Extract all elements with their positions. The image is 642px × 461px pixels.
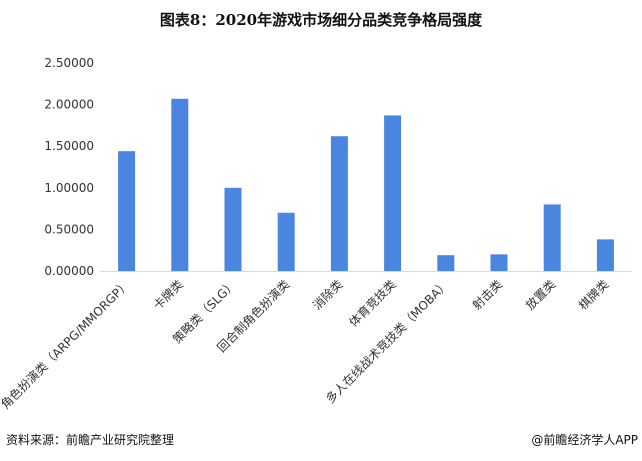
x-tick-label: 卡牌类 [151,277,186,312]
y-tick-label: 1.50000 [44,139,94,153]
x-tick-label: 放置类 [522,277,558,313]
bar [543,204,561,271]
bar [490,254,508,271]
y-tick-label: 1.00000 [44,181,94,195]
y-tick-label: 2.50000 [44,56,94,70]
bar [437,255,455,271]
y-tick-label: 0.50000 [44,222,94,236]
x-tick-label: 棋牌类 [576,277,611,312]
bar [118,151,136,271]
source-note: 资料来源：前瞻产业研究院整理 [6,433,175,447]
x-tick-label: 消除类 [309,277,345,313]
bar [171,98,189,271]
credit-note: @前瞻经济学人APP [531,433,638,447]
bar [384,115,402,271]
x-tick-label: 射击类 [469,277,505,313]
chart-title: 图表8：2020年游戏市场细分品类竞争格局强度 [159,11,483,29]
bar [596,239,614,271]
y-tick-label: 0.00000 [44,264,94,278]
bar [330,136,348,271]
x-tick-label: 体育竞技类 [346,277,399,330]
bar [277,212,295,271]
bar [224,187,242,271]
x-tick-label: 角色扮演类（ARPG/MMORGP） [0,277,133,412]
y-tick-label: 2.00000 [44,98,94,112]
